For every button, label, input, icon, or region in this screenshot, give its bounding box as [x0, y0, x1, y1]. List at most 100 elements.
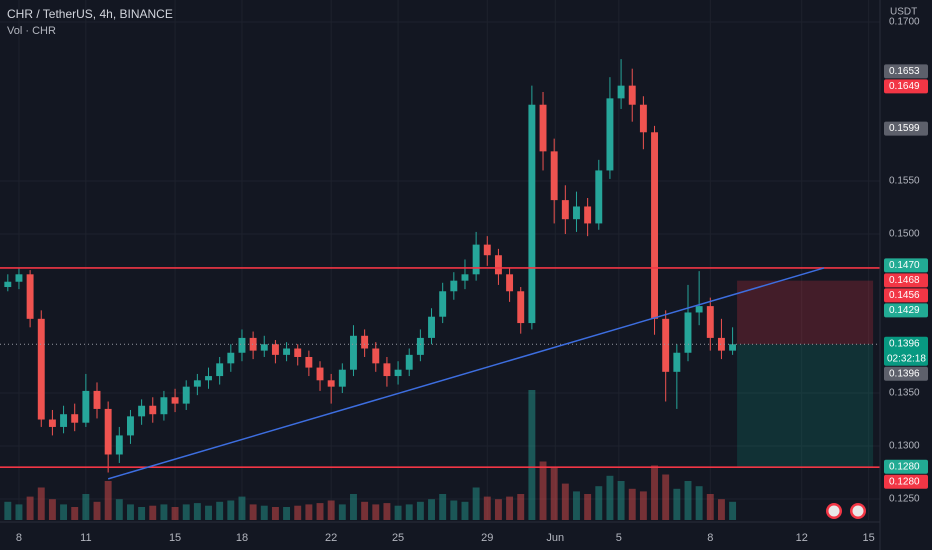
- candle-body: [472, 244, 480, 275]
- currency: USDT: [890, 7, 917, 18]
- volume-bar: [238, 496, 246, 520]
- candle-body: [238, 337, 246, 353]
- volume-bar: [684, 481, 692, 520]
- price-label-text: 0.1653: [889, 66, 920, 77]
- volume-bar: [461, 501, 469, 520]
- volume-bar: [171, 507, 179, 520]
- y-tick-label: 0.1550: [889, 176, 920, 187]
- price-label: [884, 79, 928, 94]
- price-label: [884, 258, 928, 273]
- candle-body: [729, 344, 737, 351]
- volume-bar: [48, 499, 56, 520]
- trend-line: [107, 267, 825, 480]
- flag-icon[interactable]: [826, 503, 842, 519]
- volume-bar: [15, 504, 23, 520]
- volume-bar: [205, 505, 212, 520]
- candle-body: [706, 306, 714, 338]
- volume-bar: [60, 504, 68, 520]
- candle-body: [260, 344, 268, 351]
- candle-body: [405, 354, 413, 370]
- volume-bar: [160, 504, 168, 520]
- volume-bar: [93, 501, 101, 520]
- candle-body: [483, 244, 491, 256]
- volume-label: Vol · CHR: [7, 25, 56, 37]
- candle-body: [15, 274, 23, 282]
- volume-bar: [104, 481, 112, 520]
- price-label-text: 0.1649: [889, 81, 920, 92]
- candle-body: [517, 291, 525, 324]
- volume-bar: [628, 488, 636, 520]
- x-tick-label: 12: [796, 532, 808, 544]
- volume-bar: [138, 507, 146, 520]
- candle-body: [595, 170, 603, 224]
- candle-body: [338, 369, 346, 387]
- candle-body: [584, 206, 592, 224]
- x-tick-label: 8: [707, 532, 713, 544]
- candle-body: [639, 104, 647, 133]
- candle-body: [651, 132, 658, 319]
- volume-bar: [450, 500, 458, 520]
- candle-body: [104, 408, 112, 455]
- price-label: [884, 336, 928, 366]
- volume-bar: [405, 504, 413, 520]
- candle-body: [506, 274, 514, 292]
- volume-bar: [573, 491, 580, 520]
- candle-body: [205, 376, 212, 381]
- x-tick-label: 29: [481, 532, 493, 544]
- candle-body: [573, 206, 580, 220]
- y-tick-label: 0.1300: [889, 441, 920, 452]
- candle-body: [37, 318, 45, 420]
- volume-bar: [338, 504, 346, 520]
- candle-body: [283, 348, 291, 355]
- volume-bar: [327, 500, 335, 520]
- volume-bar: [550, 468, 558, 520]
- chart-title: CHR / TetherUS, 4h, BINANCE: [7, 7, 173, 21]
- volume-bar: [294, 505, 302, 520]
- volume-bar: [506, 496, 514, 520]
- volume-bar: [394, 505, 402, 520]
- volume-bar: [305, 504, 313, 520]
- price-label: [884, 459, 928, 474]
- volume-bar: [439, 494, 447, 520]
- volume-bar: [350, 494, 357, 520]
- y-tick-label: 0.1500: [889, 229, 920, 240]
- x-tick-label: 11: [80, 532, 91, 544]
- y-tick-label: 0.1250: [889, 494, 920, 505]
- volume-bar: [127, 504, 134, 520]
- volume-bar: [37, 487, 45, 520]
- candle-body: [617, 85, 625, 99]
- volume-bar: [249, 504, 257, 520]
- candle-body: [26, 274, 34, 319]
- volume-bar: [316, 503, 324, 520]
- candle-body: [550, 151, 558, 201]
- y-tick-label: 0.1350: [889, 388, 920, 399]
- target-zone: [737, 344, 874, 468]
- volume-bar: [595, 486, 603, 520]
- candle-body: [327, 380, 335, 387]
- volume-bar: [695, 486, 703, 520]
- price-label: [884, 474, 928, 489]
- volume-bar: [662, 474, 670, 520]
- price-label-text: 0.1280: [889, 461, 920, 472]
- flag-icon[interactable]: [850, 503, 866, 519]
- x-tick-label: 15: [169, 532, 181, 544]
- volume-bar: [706, 494, 714, 520]
- candle-body: [372, 348, 380, 364]
- volume-bar: [182, 504, 190, 520]
- volume-bar: [71, 507, 79, 520]
- price-label: [884, 273, 928, 288]
- volume-bar: [361, 501, 369, 520]
- volume-bar: [584, 494, 592, 520]
- candle-body: [673, 352, 681, 372]
- candle-body: [695, 306, 703, 313]
- volume-bar: [193, 503, 201, 520]
- volume-bar: [673, 488, 681, 520]
- price-label-text: 0.1396: [889, 338, 920, 349]
- price-label-text: 0.1468: [889, 275, 920, 286]
- volume-bar: [383, 503, 391, 520]
- stop-zone: [737, 280, 874, 345]
- volume-bar: [483, 496, 491, 520]
- volume-bar: [729, 501, 737, 520]
- candle-body: [394, 369, 402, 377]
